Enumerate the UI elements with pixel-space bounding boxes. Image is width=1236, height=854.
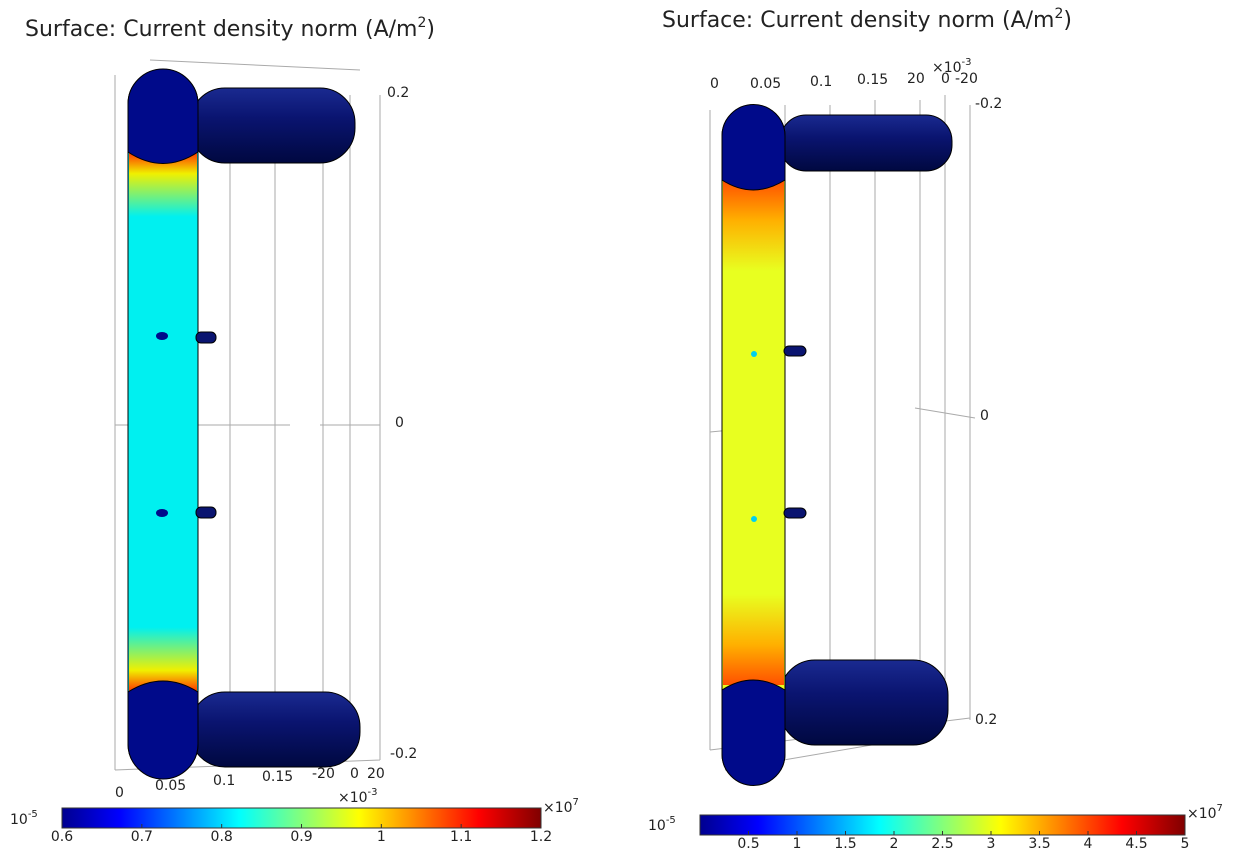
colorbar-exponent-exp: 7	[1217, 803, 1223, 814]
colorbar-tick-label: 1.2	[530, 829, 552, 845]
colorbar-exponent-exp: 7	[573, 797, 579, 808]
colorbar-tick-label: 1.1	[450, 829, 472, 845]
colorbar-min-label-exp: -5	[28, 809, 38, 820]
colorbar-exponent-base: ×10	[1187, 806, 1217, 822]
panel-title: Surface: Current density norm (A/m2)	[662, 6, 1072, 33]
panel-title: Surface: Current density norm (A/m2)	[25, 15, 435, 42]
colorbar-min-label-base: 10	[648, 818, 666, 834]
axis-tick-label: 0	[710, 76, 719, 92]
colorbar-tick-label: 4	[1084, 836, 1093, 850]
axis-tick-label: 0.2	[387, 85, 409, 101]
colorbar-exponent: ×107	[543, 797, 579, 816]
colorbar-tick-label: 0.6	[51, 829, 73, 845]
colorbar-tick-label: 0.9	[290, 829, 312, 845]
axis-tick-label: 20	[907, 71, 925, 87]
axis-exponent-exp: -3	[368, 787, 378, 798]
colorbar-tick-label: 2.5	[931, 836, 953, 850]
colorbar-tick-label: 0.7	[131, 829, 153, 845]
colorbar-tick-label: 3	[987, 836, 996, 850]
title-end: )	[1063, 8, 1072, 33]
axis-tick-label: 0	[980, 408, 989, 424]
axis-tick-label: 0.2	[975, 712, 997, 728]
axis-exponent-exp: -3	[962, 57, 972, 68]
axis-tick-label: 0.15	[262, 769, 293, 785]
axis-tick-label: 0.05	[155, 778, 186, 794]
colorbar-tick-label: 1.5	[834, 836, 856, 850]
colorbar-min-label-base: 10	[10, 812, 28, 828]
axis-tick-label: -0.2	[390, 746, 417, 762]
colorbar-min-label: 10-5	[648, 815, 676, 834]
colorbar-tick-label: 4.5	[1125, 836, 1147, 850]
axis-tick-label: 0	[350, 766, 359, 782]
colorbar-exponent: ×107	[1187, 803, 1223, 822]
axis-exponent: ×10-3	[932, 57, 972, 76]
axis-tick-label: 0.1	[810, 74, 832, 90]
axis-tick-label: -20	[312, 766, 335, 782]
colorbar-min-label-exp: -5	[666, 815, 676, 826]
colorbar-tick-label: 5	[1181, 836, 1190, 850]
axis-tick-label: -0.2	[975, 96, 1002, 112]
axis-tick-label: 0.1	[213, 773, 235, 789]
title-end: )	[426, 17, 435, 42]
colorbar-exponent-base: ×10	[543, 800, 573, 816]
axis-exponent: ×10-3	[338, 787, 378, 806]
axis-tick-label: 0	[115, 785, 124, 801]
axis-tick-label: 0	[941, 71, 950, 87]
title-sup: 2	[417, 15, 426, 31]
axis-tick-label: 0.05	[750, 76, 781, 92]
panel-right-geometry	[709, 95, 976, 786]
colorbar-min-label: 10-5	[10, 809, 38, 828]
axis-tick-label: -20	[955, 71, 978, 87]
axis-tick-label: 0.15	[857, 72, 888, 88]
colorbar-tick-label: 3.5	[1028, 836, 1050, 850]
colorbar-tick-label: 1	[377, 829, 386, 845]
title-main: Surface: Current density norm (A/m	[662, 8, 1054, 33]
colorbar-tick-label: 0.8	[211, 829, 233, 845]
title-sup: 2	[1054, 6, 1063, 22]
axis-exponent-base: ×10	[932, 60, 962, 76]
colorbar-tick-label: 1	[793, 836, 802, 850]
axis-tick-label: 20	[367, 766, 385, 782]
colorbar-tick-label: 2	[890, 836, 899, 850]
axis-exponent-base: ×10	[338, 790, 368, 806]
colorbar-tick-label: 0.5	[737, 836, 759, 850]
axis-tick-label: 0	[395, 415, 404, 431]
title-main: Surface: Current density norm (A/m	[25, 17, 417, 42]
panel-left-geometry	[114, 59, 381, 780]
